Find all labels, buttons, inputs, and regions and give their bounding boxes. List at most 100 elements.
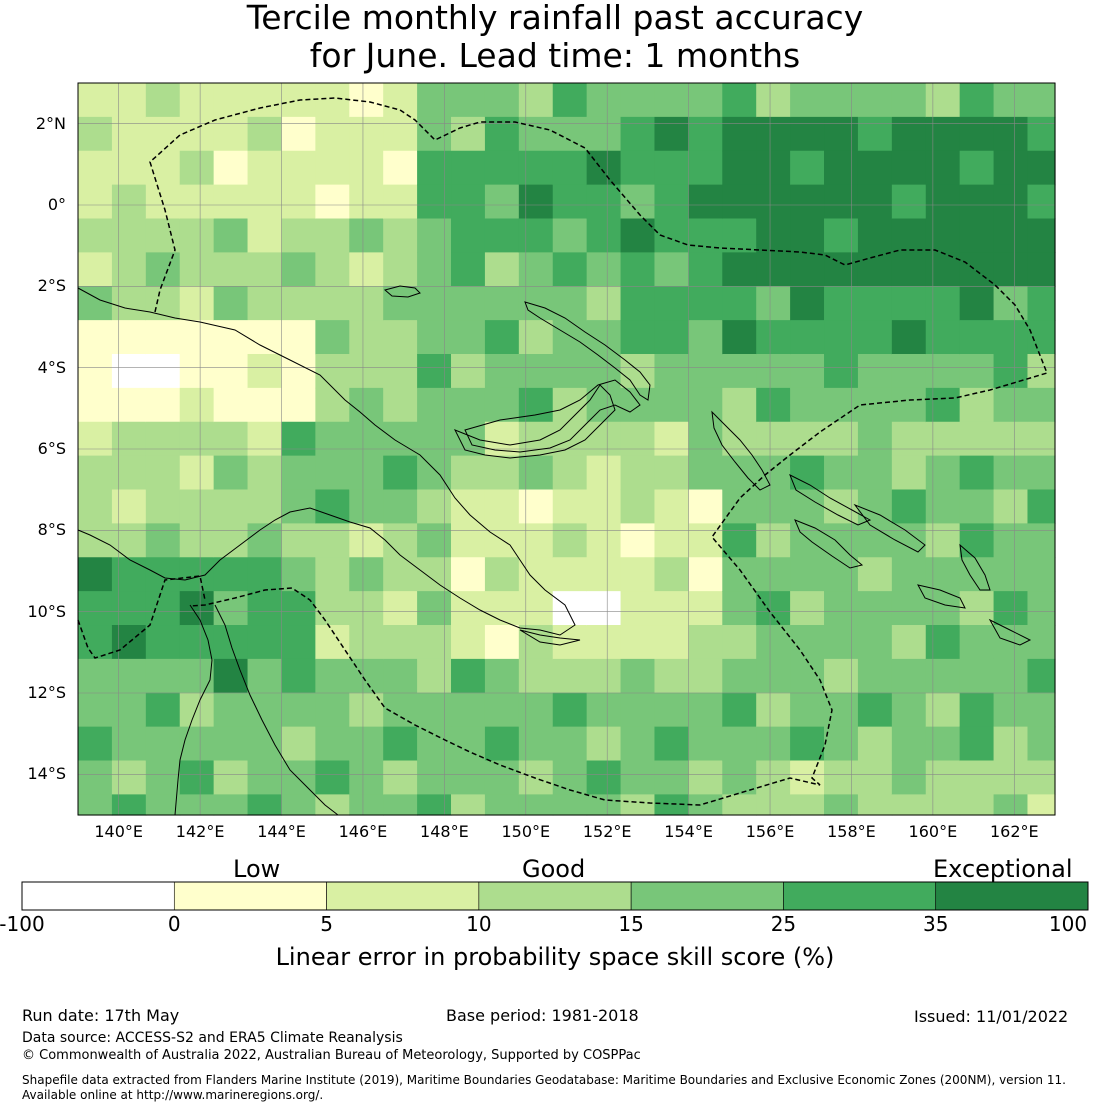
skill-cell [925, 625, 961, 660]
skill-cell [1027, 726, 1056, 762]
skill-cell [383, 794, 418, 816]
skill-cell [620, 591, 656, 626]
skill-cell [756, 421, 791, 457]
skill-cell [993, 658, 1029, 694]
skill-cell [620, 692, 656, 728]
skill-cell [824, 387, 859, 423]
skill-cell [1027, 184, 1056, 220]
skill-cell [281, 387, 316, 423]
skill-cell [518, 184, 554, 220]
skill-cell [518, 658, 554, 694]
coastlines [77, 285, 1032, 816]
skill-cell [315, 286, 350, 321]
skill-cell [383, 489, 418, 524]
skill-cell [145, 455, 181, 491]
skill-cell [451, 625, 486, 660]
skill-cell [993, 760, 1029, 795]
skill-cell [484, 150, 520, 186]
skill-cell [247, 184, 283, 220]
skill-cell [281, 794, 316, 816]
skill-cell [993, 252, 1029, 287]
skill-cell [179, 726, 215, 762]
skill-cell [857, 252, 893, 287]
shapefile-credit-1: Shapefile data extracted from Flanders M… [22, 1073, 1066, 1087]
skill-cell [111, 286, 147, 321]
skill-cell [552, 354, 588, 389]
skill-cell [654, 455, 689, 491]
manus-coast [383, 285, 421, 298]
skill-cell [857, 625, 893, 660]
skill-cell [383, 184, 418, 220]
skill-cell [654, 354, 689, 389]
skill-cell [179, 591, 215, 626]
skill-cell [824, 692, 859, 728]
data-source: Data source: ACCESS-S2 and ERA5 Climate … [22, 1030, 403, 1046]
skill-cell [78, 252, 113, 287]
skill-cell [111, 760, 147, 795]
skill-cell [756, 591, 791, 626]
skill-cell [78, 794, 113, 816]
skill-cell [111, 184, 147, 220]
skill-cell [824, 354, 859, 389]
skill-cell [78, 83, 113, 118]
skill-cell [111, 489, 147, 524]
skill-cell [349, 625, 384, 660]
skill-cell [620, 794, 656, 816]
skill-cell [349, 726, 384, 762]
skill-cell [179, 184, 215, 220]
skill-cell [552, 726, 588, 762]
skill-cell [78, 591, 113, 626]
skill-cell [484, 726, 520, 762]
skill-cell [586, 421, 622, 457]
skill-cell [247, 320, 283, 355]
skill-cell [790, 387, 825, 423]
eez-boundaries [77, 97, 1048, 806]
skill-cell [925, 658, 961, 694]
skill-cell [145, 354, 181, 389]
skill-cell [349, 591, 384, 626]
colorbar-tick-label: -100 [0, 912, 45, 936]
skill-cell [993, 320, 1029, 355]
issued-date: Issued: 11/01/2022 [914, 1007, 1069, 1026]
lat-tick-label: 8°S [37, 520, 66, 540]
skill-cell [552, 692, 588, 728]
skill-cell [756, 794, 791, 816]
skill-cell [959, 692, 995, 728]
skill-cell [824, 625, 859, 660]
skill-cell [552, 421, 588, 457]
skill-cell [213, 455, 249, 491]
skill-cell [213, 421, 249, 457]
skill-cell [688, 150, 723, 186]
skill-cell [993, 726, 1029, 762]
skill-cell [620, 83, 656, 118]
skill-cell [281, 692, 316, 728]
skill-cell [857, 83, 893, 118]
skill-cell [518, 252, 554, 287]
skill-cell [586, 726, 622, 762]
skill-cell [417, 83, 452, 118]
skill-cell [722, 557, 757, 592]
skill-cell [281, 455, 316, 491]
skill-cell [247, 557, 283, 592]
skill-cell [1027, 320, 1056, 355]
skill-cell [383, 387, 418, 423]
skill-cell [925, 726, 961, 762]
skill-cell [213, 591, 249, 626]
skill-cell [179, 625, 215, 660]
skill-cell [349, 354, 384, 389]
skill-cell [586, 557, 622, 592]
skill-cell [688, 116, 723, 152]
skill-cell [247, 354, 283, 389]
skill-cell [247, 286, 283, 321]
skill-cell [247, 150, 283, 186]
skill-cell [111, 354, 147, 389]
skill-cell [383, 286, 418, 321]
skill-cell [315, 320, 350, 355]
skill-cell [281, 116, 316, 152]
colorbar-label-exceptional: Exceptional [933, 855, 1073, 883]
skill-cell [78, 116, 113, 152]
skill-cell [891, 387, 927, 423]
colorbar-segment [326, 881, 480, 911]
skill-cell [111, 726, 147, 762]
skill-cell [586, 658, 622, 694]
